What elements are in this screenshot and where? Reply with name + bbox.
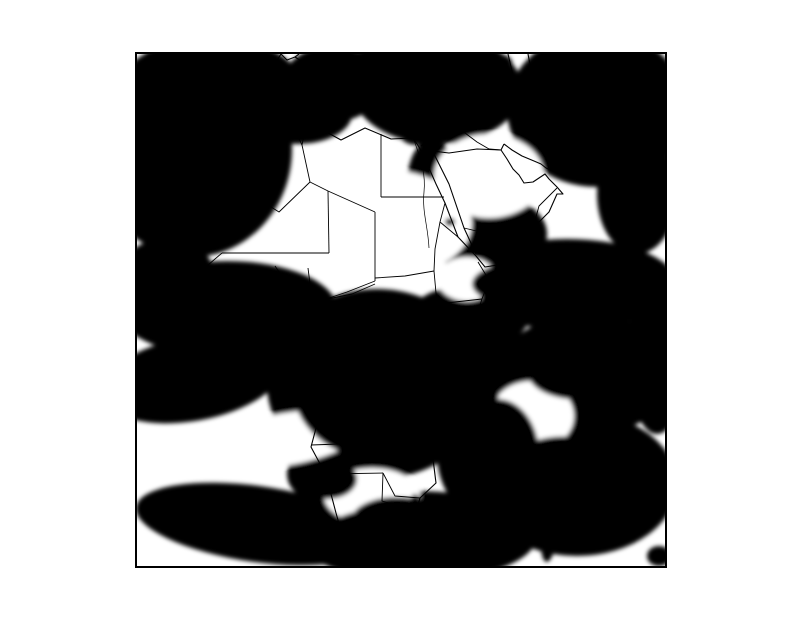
nile-river [413,139,430,249]
humidity-field [137,54,665,566]
map-plot-svg [137,54,665,566]
coastlines [157,54,665,553]
colorbar [715,120,775,492]
africa-humidity-map [135,52,667,568]
country-borders [157,73,648,533]
lakes [412,336,439,431]
